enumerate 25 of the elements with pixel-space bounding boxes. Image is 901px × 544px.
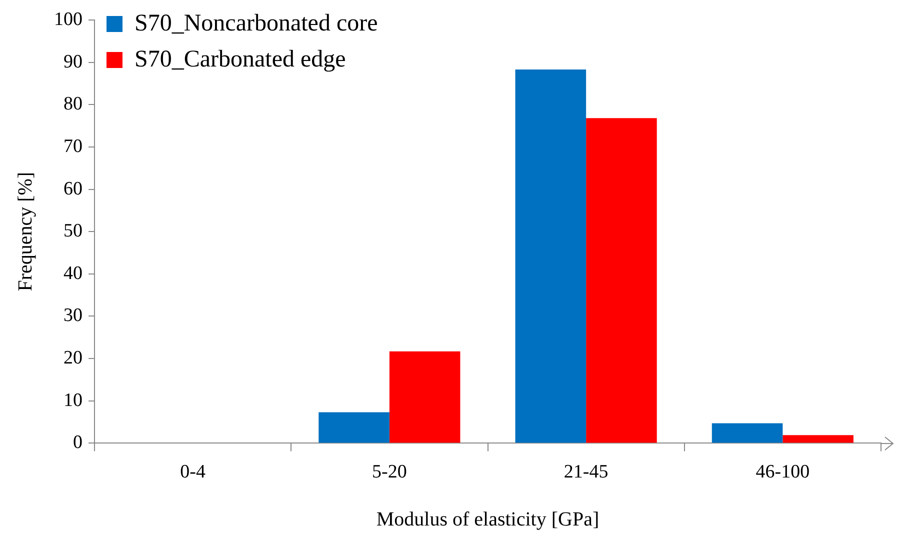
y-axis-title: Frequency [%] xyxy=(14,172,36,292)
y-tick-label: 90 xyxy=(64,51,82,72)
y-tick-label: 10 xyxy=(64,390,82,411)
bar xyxy=(515,70,586,443)
legend-label: S70_Carbonated edge xyxy=(134,46,346,72)
y-tick-label: 30 xyxy=(64,305,82,326)
y-tick-label: 40 xyxy=(64,262,82,284)
y-tick-label: 80 xyxy=(64,94,82,115)
x-axis-title: Modulus of elasticity [GPa] xyxy=(376,508,600,530)
x-tick-label: 0-4 xyxy=(180,462,206,483)
x-tick-label: 5-20 xyxy=(372,462,407,483)
y-tick-label: 100 xyxy=(54,8,82,30)
bar xyxy=(782,435,854,443)
bar xyxy=(389,351,460,443)
x-tick-label: 46-100 xyxy=(756,462,810,483)
y-tick-label: 60 xyxy=(64,178,82,200)
y-tick-label: 0 xyxy=(73,432,82,454)
y-tick-label: 70 xyxy=(64,136,82,157)
y-tick-label: 20 xyxy=(64,348,82,369)
bar xyxy=(586,118,657,443)
bar xyxy=(318,412,390,443)
y-tick-label: 50 xyxy=(64,220,82,242)
bar xyxy=(712,423,783,443)
legend-label: S70_Noncarbonated core xyxy=(134,10,378,36)
x-tick-label: 21-45 xyxy=(564,462,608,483)
